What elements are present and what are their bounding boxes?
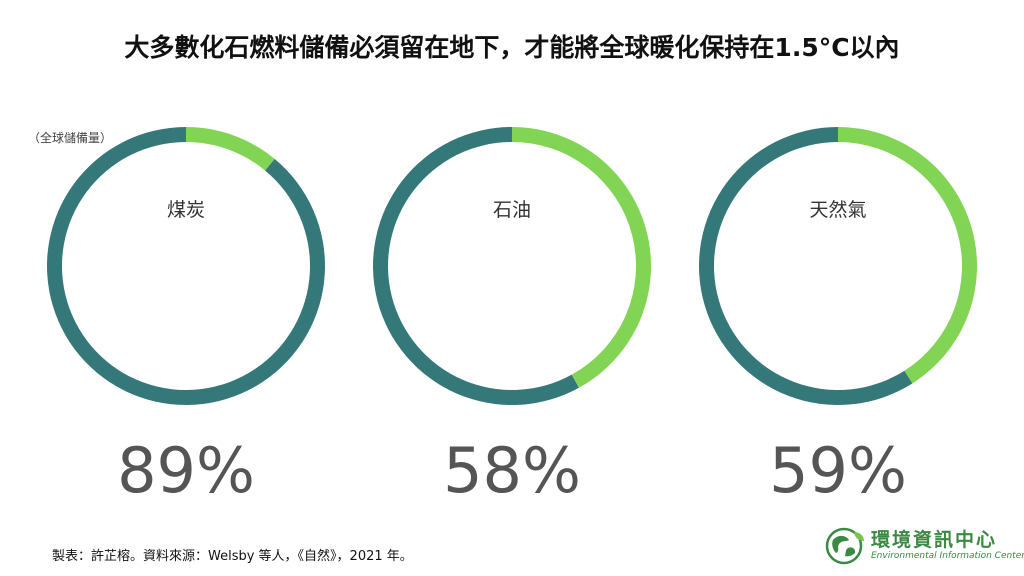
coal-label: 煤炭: [167, 199, 205, 221]
eic-logo: 環境資訊中心 Environmental Information Center: [824, 524, 1024, 568]
logo-title: 環境資訊中心: [871, 529, 998, 551]
logo-subtitle: Environmental Information Center: [871, 551, 1024, 561]
donut-gas: 天然氣: [699, 127, 977, 405]
coal-usable-arc: [186, 127, 275, 171]
unit-note: （全球儲備量）: [28, 131, 113, 145]
gas-label: 天然氣: [809, 199, 866, 221]
oil-remaining-arc: [373, 127, 579, 405]
oil-usable-arc: [512, 127, 652, 388]
page-title: 大多數化石燃料儲備必須留在地下，才能將全球暖化保持在1.5°C以內: [124, 33, 900, 62]
globe-leaf-icon: [825, 527, 864, 565]
source-footer: 製表：許芷榕。資料來源：Welsby 等人，《自然》，2021 年。: [52, 549, 413, 564]
gas-usable-arc: [838, 127, 977, 384]
oil-label: 石油: [493, 199, 531, 221]
donut-oil: 石油: [373, 127, 652, 405]
gas-percent: 59%: [769, 434, 907, 507]
gas-remaining-arc: [699, 127, 913, 405]
oil-percent: 58%: [443, 434, 581, 507]
coal-remaining-arc: [46, 127, 325, 405]
donut-coal: 煤炭: [46, 127, 325, 405]
coal-percent: 89%: [117, 434, 255, 507]
